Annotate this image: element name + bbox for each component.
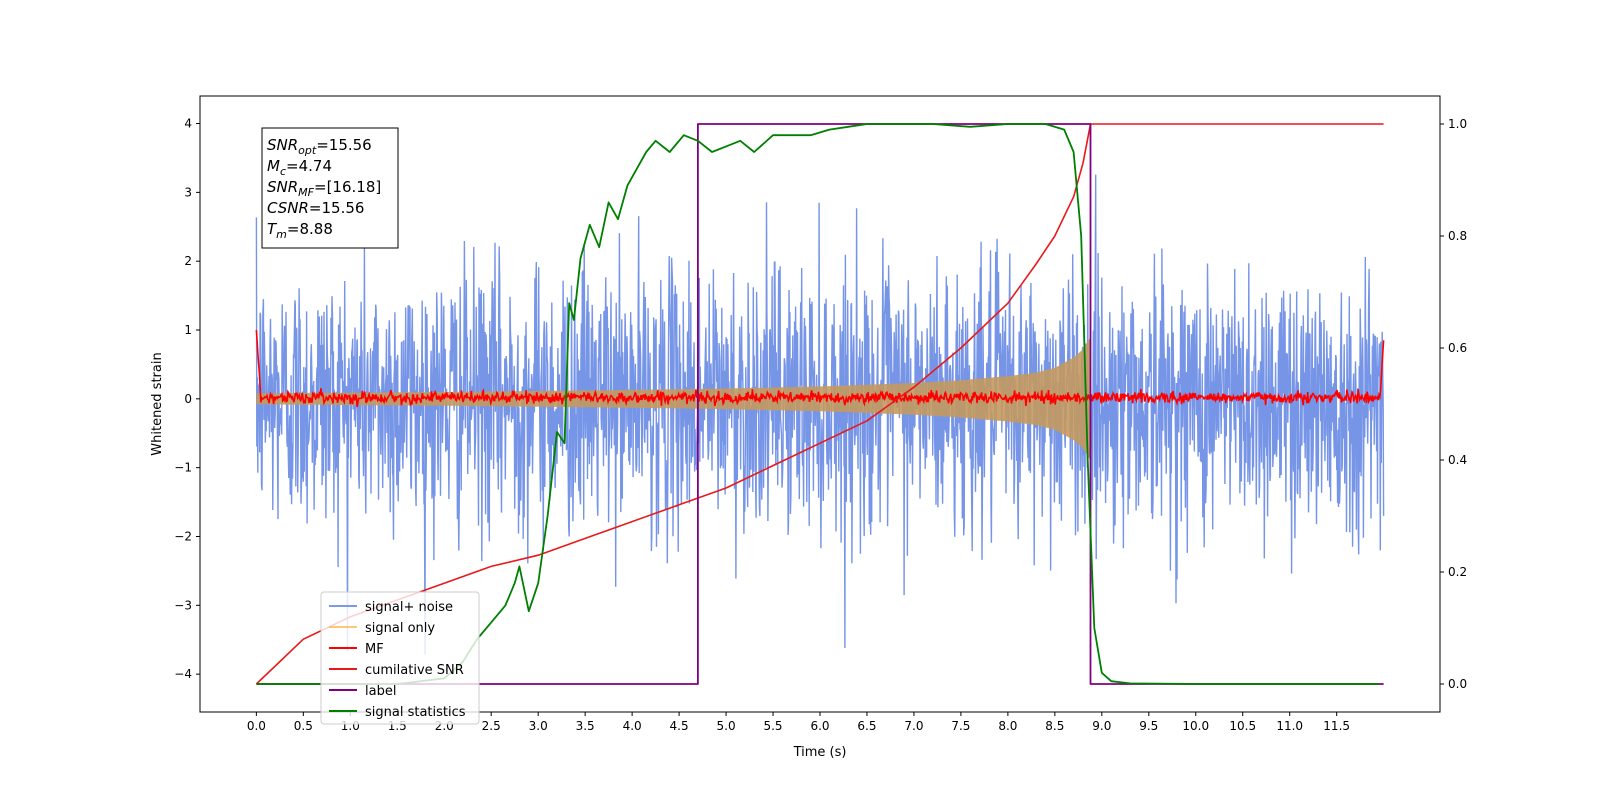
legend-label: MF [365, 642, 384, 657]
series-signal-statistics [256, 123, 1379, 685]
x-tick-label: 4.0 [623, 719, 642, 733]
y2-tick-label: 0.2 [1448, 565, 1467, 579]
x-tick-label: 5.5 [763, 719, 782, 733]
x-tick-label: 7.5 [951, 719, 970, 733]
series-mf [255, 329, 1385, 407]
y-tick-label: 3 [184, 185, 192, 199]
legend-label: signal only [365, 621, 435, 636]
x-tick-label: 2.5 [482, 719, 501, 733]
y2-tick-label: 1.0 [1448, 117, 1467, 131]
y-tick-label: −4 [174, 667, 192, 681]
annotation-line: Tm=8.88 [267, 220, 333, 241]
legend-label: cumilative SNR [365, 663, 464, 678]
annotation-line: SNRopt=15.56 [267, 136, 372, 157]
x-tick-label: 6.0 [810, 719, 829, 733]
y2-tick-label: 0.6 [1448, 341, 1467, 355]
annotation-frame [261, 127, 399, 249]
series-signal-noise [255, 174, 1385, 655]
legend-label: signal+ noise [365, 600, 453, 615]
y-tick-label: 2 [184, 254, 192, 268]
x-tick-label: 6.5 [857, 719, 876, 733]
x-tick-label: 9.5 [1139, 719, 1158, 733]
y2-tick-label: 0.0 [1448, 677, 1467, 691]
y2-tick-label: 0.8 [1448, 229, 1467, 243]
x-tick-label: 9.0 [1092, 719, 1111, 733]
x-tick-label: 4.5 [670, 719, 689, 733]
y-tick-label: 4 [184, 117, 192, 131]
legend-frame [320, 591, 480, 725]
x-axis-label: Time (s) [793, 745, 847, 760]
x-tick-label: 11.0 [1276, 719, 1303, 733]
legend-label: signal statistics [365, 705, 466, 720]
y-tick-label: 0 [184, 392, 192, 406]
annotation-line: SNRMF=[16.18] [267, 178, 381, 199]
x-tick-label: 8.0 [998, 719, 1017, 733]
x-tick-label: 11.5 [1323, 719, 1350, 733]
x-tick-label: 7.0 [904, 719, 923, 733]
x-tick-label: 0.0 [247, 719, 266, 733]
y-tick-label: 1 [184, 323, 192, 337]
series-cumulative-snr [255, 123, 1384, 685]
plot-area [255, 123, 1385, 685]
annotation-line: Mc=4.74 [267, 157, 332, 178]
y-tick-label: −1 [174, 461, 192, 475]
x-tick-label: 3.0 [529, 719, 548, 733]
annotation-line: CSNR=15.56 [267, 199, 364, 217]
legend-label: label [365, 684, 396, 699]
y2-tick-label: 0.4 [1448, 453, 1467, 467]
x-tick-label: 10.0 [1182, 719, 1209, 733]
x-tick-label: 10.5 [1229, 719, 1256, 733]
x-tick-label: 5.0 [717, 719, 736, 733]
x-tick-label: 3.5 [576, 719, 595, 733]
y-axis-label: Whitened strain [150, 352, 165, 455]
x-tick-label: 8.5 [1045, 719, 1064, 733]
annotation-box: SNRopt=15.56Mc=4.74SNRMF=[16.18]CSNR=15.… [261, 127, 399, 249]
y-tick-label: −2 [174, 529, 192, 543]
x-tick-label: 0.5 [294, 719, 313, 733]
legend: signal+ noise signal only MF cumilative SNR… [320, 591, 480, 725]
y-tick-label: −3 [174, 598, 192, 612]
